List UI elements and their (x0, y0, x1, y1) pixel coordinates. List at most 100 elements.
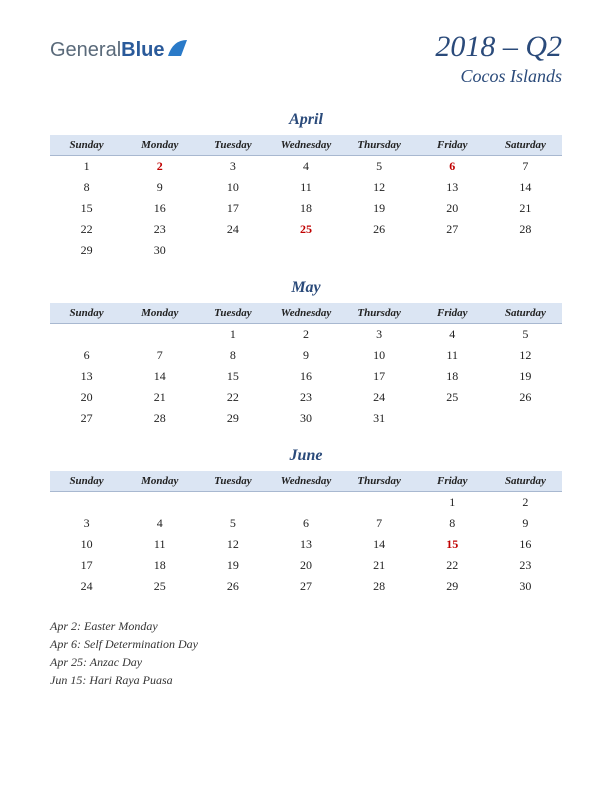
day-header: Monday (123, 135, 196, 156)
calendar-day-cell: 29 (50, 240, 123, 261)
calendar-day-cell: 9 (123, 177, 196, 198)
calendar-day-cell: 26 (196, 576, 269, 597)
day-header: Tuesday (196, 135, 269, 156)
calendar-day-cell: 18 (416, 366, 489, 387)
calendar-day-cell: 6 (269, 513, 342, 534)
calendar-day-cell: 1 (196, 324, 269, 346)
calendar-day-cell: 31 (343, 408, 416, 429)
calendar-day-cell: 12 (489, 345, 562, 366)
calendar-week-row: 20212223242526 (50, 387, 562, 408)
calendar-day-cell: 17 (196, 198, 269, 219)
day-header: Sunday (50, 135, 123, 156)
period-title: 2018 – Q2 (435, 30, 562, 64)
holiday-entry: Apr 25: Anzac Day (50, 653, 562, 671)
calendar-day-cell: 9 (269, 345, 342, 366)
calendar-day-cell: 28 (123, 408, 196, 429)
month-block: AprilSundayMondayTuesdayWednesdayThursda… (50, 111, 562, 261)
calendar-day-cell: 22 (416, 555, 489, 576)
calendar-day-cell: 18 (123, 555, 196, 576)
day-header: Friday (416, 303, 489, 324)
calendar-day-cell: 14 (489, 177, 562, 198)
calendar-day-cell: 16 (123, 198, 196, 219)
month-block: JuneSundayMondayTuesdayWednesdayThursday… (50, 447, 562, 597)
calendar-day-cell: 23 (269, 387, 342, 408)
calendar-day-cell: 13 (50, 366, 123, 387)
calendar-day-cell: 7 (489, 156, 562, 178)
calendar-day-cell (269, 240, 342, 261)
calendar-day-cell: 27 (50, 408, 123, 429)
calendar-day-cell: 7 (123, 345, 196, 366)
calendar-day-cell: 2 (489, 492, 562, 514)
calendar-day-cell: 24 (196, 219, 269, 240)
calendar-week-row: 2728293031 (50, 408, 562, 429)
day-header: Saturday (489, 471, 562, 492)
calendar-day-cell: 17 (343, 366, 416, 387)
holiday-entry: Apr 2: Easter Monday (50, 617, 562, 635)
calendar-day-cell: 26 (489, 387, 562, 408)
calendar-day-cell: 12 (196, 534, 269, 555)
calendar-day-cell: 6 (50, 345, 123, 366)
calendar-day-cell: 23 (123, 219, 196, 240)
calendar-week-row: 12345 (50, 324, 562, 346)
calendar-week-row: 22232425262728 (50, 219, 562, 240)
calendar-day-cell: 5 (196, 513, 269, 534)
calendar-day-cell: 1 (50, 156, 123, 178)
calendar-day-cell: 2 (269, 324, 342, 346)
calendar-day-cell: 12 (343, 177, 416, 198)
calendar-day-cell: 15 (196, 366, 269, 387)
calendar-day-cell: 29 (196, 408, 269, 429)
calendar-day-cell: 4 (123, 513, 196, 534)
calendar-day-cell: 10 (196, 177, 269, 198)
calendar-day-cell: 5 (343, 156, 416, 178)
calendar-day-cell: 20 (50, 387, 123, 408)
day-header: Monday (123, 471, 196, 492)
calendar-day-cell: 21 (343, 555, 416, 576)
calendar-day-cell: 30 (269, 408, 342, 429)
calendar-day-cell (50, 324, 123, 346)
header: GeneralBlue 2018 – Q2 Cocos Islands (50, 30, 562, 87)
calendar-week-row: 15161718192021 (50, 198, 562, 219)
month-block: MaySundayMondayTuesdayWednesdayThursdayF… (50, 279, 562, 429)
calendar-day-cell: 16 (269, 366, 342, 387)
holidays-list: Apr 2: Easter MondayApr 6: Self Determin… (50, 617, 562, 689)
calendar-day-cell: 3 (196, 156, 269, 178)
calendar-week-row: 891011121314 (50, 177, 562, 198)
day-header: Thursday (343, 135, 416, 156)
calendar-day-cell: 4 (269, 156, 342, 178)
calendar-day-cell: 15 (50, 198, 123, 219)
calendar-day-cell: 18 (269, 198, 342, 219)
day-header: Friday (416, 135, 489, 156)
calendar-day-cell (269, 492, 342, 514)
calendar-day-cell (489, 408, 562, 429)
calendar-day-cell: 4 (416, 324, 489, 346)
day-header: Friday (416, 471, 489, 492)
calendar-day-cell (343, 240, 416, 261)
day-header: Wednesday (269, 471, 342, 492)
calendars-container: AprilSundayMondayTuesdayWednesdayThursda… (50, 111, 562, 597)
day-header: Tuesday (196, 303, 269, 324)
calendar-day-cell: 9 (489, 513, 562, 534)
calendar-day-cell: 21 (489, 198, 562, 219)
calendar-week-row: 13141516171819 (50, 366, 562, 387)
logo-text-general: General (50, 39, 121, 62)
calendar-day-cell (416, 408, 489, 429)
calendar-day-cell: 11 (123, 534, 196, 555)
calendar-day-cell: 3 (343, 324, 416, 346)
calendar-day-cell: 3 (50, 513, 123, 534)
day-header: Tuesday (196, 471, 269, 492)
calendar-day-cell: 17 (50, 555, 123, 576)
day-header: Thursday (343, 471, 416, 492)
calendar-day-cell (489, 240, 562, 261)
calendar-week-row: 12 (50, 492, 562, 514)
calendar-day-cell: 25 (269, 219, 342, 240)
calendar-day-cell: 27 (269, 576, 342, 597)
day-header: Sunday (50, 303, 123, 324)
calendar-day-cell: 19 (489, 366, 562, 387)
calendar-day-cell: 16 (489, 534, 562, 555)
holiday-entry: Jun 15: Hari Raya Puasa (50, 671, 562, 689)
calendar-day-cell: 10 (50, 534, 123, 555)
calendar-day-cell: 22 (50, 219, 123, 240)
calendar-day-cell (50, 492, 123, 514)
calendar-day-cell: 14 (123, 366, 196, 387)
calendar-day-cell: 25 (416, 387, 489, 408)
